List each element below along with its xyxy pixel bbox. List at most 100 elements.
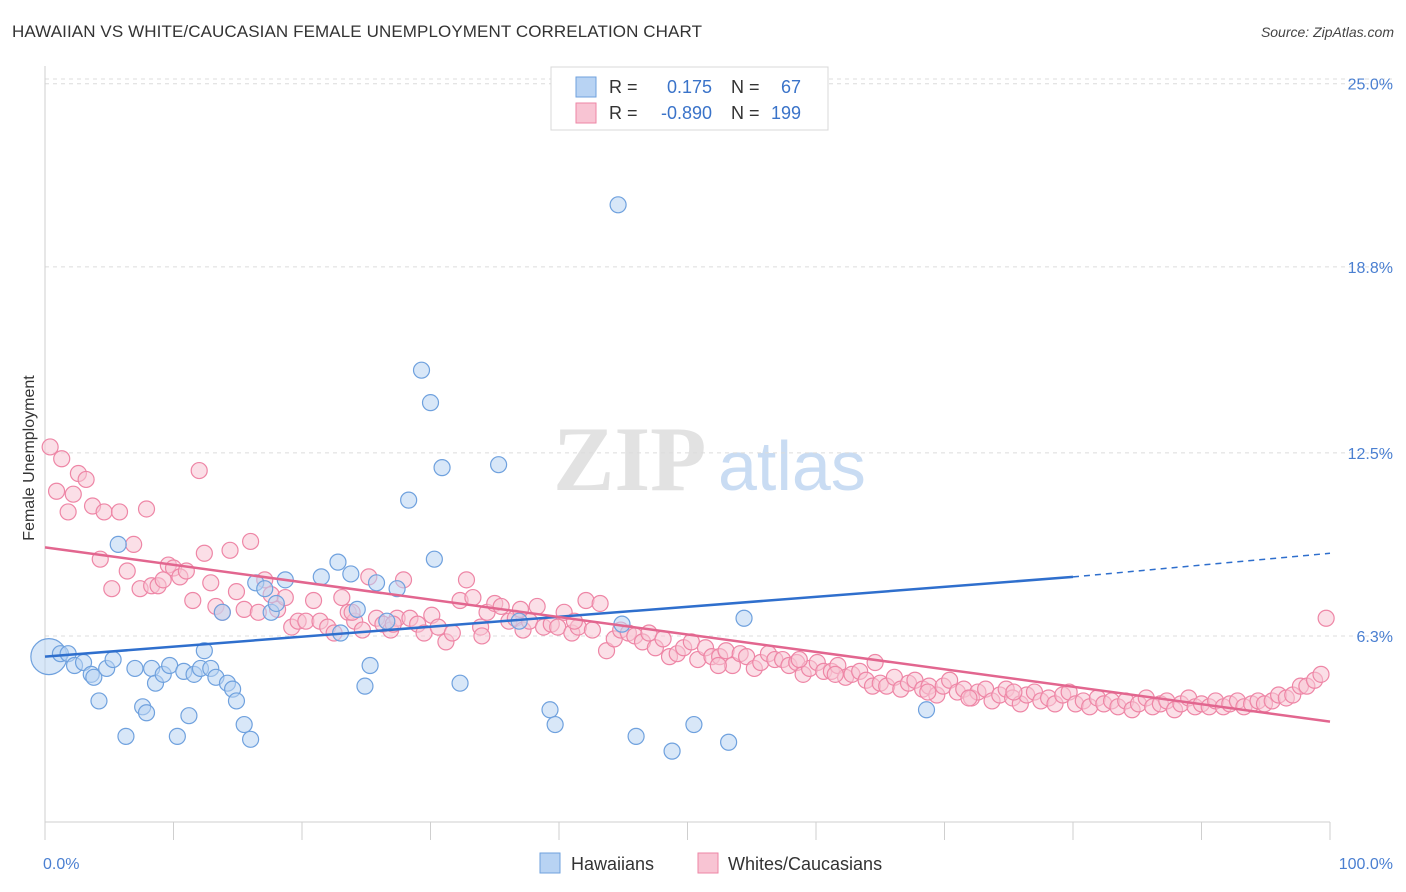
bottom-legend-label-hawaiians: Hawaiians	[571, 854, 654, 874]
data-point-white	[304, 591, 323, 610]
data-point-white	[333, 588, 351, 607]
data-point-white	[95, 503, 113, 521]
data-point-white	[826, 665, 844, 683]
data-point-hawaiian	[126, 659, 144, 678]
data-point-hawaiian	[735, 609, 753, 627]
data-point-hawaiian	[541, 701, 559, 719]
trend-line-hawaiians-extension	[1072, 552, 1331, 578]
data-point-hawaiian	[213, 603, 231, 621]
data-point-white	[242, 532, 260, 551]
legend-swatch-hawaiians	[575, 76, 597, 98]
data-point-hawaiian	[348, 600, 366, 618]
data-point-white	[353, 621, 371, 639]
data-point-hawaiian	[312, 568, 330, 586]
legend-r-value-1: 0.175	[667, 77, 712, 97]
data-point-hawaiian	[195, 642, 213, 660]
data-point-white	[790, 650, 808, 669]
legend-n-label-2: N =	[731, 103, 760, 123]
series-hawaiians-points	[30, 196, 936, 760]
data-point-white	[64, 485, 82, 503]
data-point-hawaiian	[85, 668, 103, 686]
y-axis-label: Female Unemployment	[21, 375, 38, 541]
data-point-hawaiian	[168, 727, 186, 745]
data-point-hawaiian	[425, 550, 443, 568]
data-point-hawaiian	[109, 535, 127, 554]
legend-n-label-1: N =	[731, 77, 760, 97]
data-point-white	[577, 591, 595, 610]
data-point-white	[473, 627, 491, 645]
data-point-white	[53, 450, 71, 468]
data-point-white	[110, 503, 129, 521]
data-point-hawaiian	[917, 701, 936, 719]
data-point-hawaiian	[609, 196, 627, 214]
data-point-hawaiian	[117, 727, 135, 745]
data-point-white	[227, 583, 246, 601]
watermark-atlas: atlas	[718, 427, 866, 505]
y-tick-label: 6.3%	[1357, 629, 1393, 646]
y-tick-label: 25.0%	[1348, 77, 1393, 94]
data-point-hawaiian	[388, 580, 406, 598]
data-point-white	[41, 438, 59, 456]
data-point-white	[866, 653, 884, 672]
data-point-hawaiian	[378, 612, 396, 630]
data-point-hawaiian	[685, 715, 703, 734]
data-point-white	[1312, 665, 1330, 683]
data-point-hawaiian	[433, 459, 451, 477]
data-point-hawaiian	[356, 677, 374, 695]
legend-n-value-1: 67	[781, 77, 801, 97]
data-point-white	[528, 597, 546, 616]
data-point-white	[919, 683, 937, 701]
data-point-white	[492, 597, 510, 616]
bottom-legend-swatch-hawaiians	[539, 852, 561, 874]
data-point-white	[654, 630, 672, 648]
x-tick-label-max: 100.0%	[1339, 856, 1393, 873]
data-point-hawaiian	[412, 361, 431, 379]
data-point-white	[103, 580, 121, 598]
data-point-hawaiian	[227, 692, 246, 710]
data-point-hawaiian	[137, 704, 156, 722]
data-point-white	[195, 544, 213, 562]
data-point-white	[457, 571, 476, 589]
data-point-hawaiian	[342, 565, 360, 583]
data-point-white	[941, 671, 959, 689]
data-point-hawaiian	[663, 742, 681, 760]
data-point-hawaiian	[400, 491, 418, 509]
data-point-white	[118, 562, 136, 580]
y-tick-label: 18.8%	[1348, 260, 1393, 277]
x-tick-label-min: 0.0%	[43, 856, 79, 873]
data-point-hawaiian	[267, 594, 285, 613]
data-point-white	[709, 656, 727, 675]
chart-title: HAWAIIAN VS WHITE/CAUCASIAN FEMALE UNEMP…	[12, 22, 703, 41]
trend-line-whites	[44, 546, 1331, 723]
data-point-hawaiian	[451, 674, 469, 692]
data-point-white	[47, 482, 66, 500]
legend-n-value-2: 199	[771, 103, 801, 123]
data-point-hawaiian	[627, 727, 645, 745]
legend-swatch-whites	[575, 102, 597, 124]
data-point-white	[190, 461, 208, 480]
bottom-legend-label-whites: Whites/Caucasians	[728, 854, 882, 874]
data-point-hawaiian	[180, 707, 198, 725]
data-point-white	[1005, 683, 1023, 701]
bottom-legend-swatch-whites	[697, 852, 719, 874]
data-point-hawaiian	[256, 580, 274, 598]
data-point-white	[597, 642, 616, 660]
legend-r-label-1: R =	[609, 77, 638, 97]
data-point-white	[443, 624, 461, 642]
data-point-white	[583, 621, 602, 639]
data-point-hawaiian	[367, 574, 386, 592]
data-point-hawaiian	[104, 650, 122, 669]
data-point-hawaiian	[546, 715, 564, 734]
data-point-white	[59, 503, 77, 521]
data-point-white	[1317, 609, 1335, 627]
trend-lines	[44, 546, 1331, 723]
data-point-hawaiian	[90, 692, 108, 710]
source-label: Source: ZipAtlas.com	[1260, 24, 1394, 40]
data-point-hawaiian	[490, 456, 508, 474]
watermark-zip: ZIP	[553, 408, 706, 510]
data-point-hawaiian	[329, 553, 347, 571]
data-point-white	[717, 642, 735, 660]
gridlines	[45, 78, 1392, 637]
data-point-hawaiian	[361, 656, 379, 675]
data-point-white	[235, 600, 253, 618]
